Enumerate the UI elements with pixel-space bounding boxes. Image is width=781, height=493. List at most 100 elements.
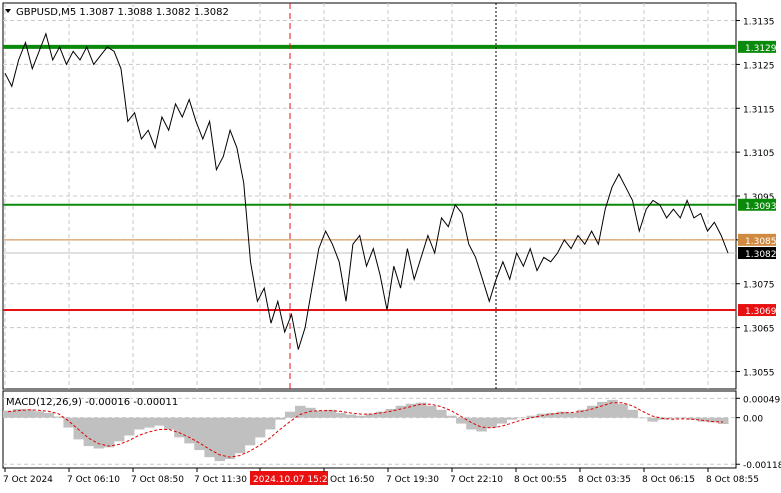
level-badge-label: 1.3093: [745, 202, 777, 212]
macd-label: MACD(12,26,9) -0.00016 -0.00011: [6, 397, 178, 408]
level-badge-1.3093: [738, 198, 776, 211]
macd-bar: [556, 411, 568, 418]
macd-bar: [335, 412, 346, 418]
level-badge-1.3069: [738, 304, 776, 317]
time-label: 7 Oct 06:10: [67, 475, 120, 485]
price-tick-label: 1.3125: [743, 61, 775, 71]
macd-bar: [587, 405, 598, 418]
price-axis: 1.3135 1.3125 1.3115 1.3105 1.3095 1.3085 1.30…: [736, 18, 775, 378]
macd-bar: [254, 417, 266, 438]
macd-bar: [295, 405, 306, 418]
macd-bar: [164, 417, 175, 430]
price-tick-label: 1.3075: [743, 281, 775, 291]
macd-bar: [577, 409, 588, 418]
macd-bar: [214, 417, 226, 462]
macd-bar: [707, 417, 719, 423]
macd-bar: [627, 409, 638, 418]
price-pane[interactable]: GBPUSD,M5 1.3087 1.3088 1.3082 1.3082: [2, 2, 737, 468]
level-badge-1.3082: [738, 247, 776, 260]
price-tick-label: 1.3065: [743, 325, 775, 335]
macd-tick-label: -0.00118: [743, 461, 781, 471]
macd-bar: [425, 405, 437, 418]
macd-bar: [103, 417, 115, 448]
macd-bar: [637, 417, 648, 419]
macd-bar: [154, 417, 165, 426]
macd-bar: [466, 417, 477, 430]
level-badge-label: 1.3082: [745, 250, 777, 260]
level-badge-1.3129: [738, 40, 776, 53]
macd-bar: [677, 417, 689, 419]
time-label: 8 Oct 06:15: [642, 475, 695, 485]
price-tick-label: 1.3105: [743, 149, 775, 159]
macd-bar: [446, 415, 457, 418]
macd-bar: [546, 412, 558, 418]
macd-bar: [566, 412, 578, 418]
time-label: 8 Oct 00:55: [514, 475, 567, 485]
macd-bar: [496, 417, 507, 424]
level-badge-label: 1.3069: [745, 307, 777, 317]
macd-bar: [53, 416, 64, 418]
time-label: 7 Oct 08:50: [131, 475, 184, 485]
macd-tick-label: 0.00049: [743, 395, 780, 405]
price-tick-label: 1.3095: [743, 193, 775, 203]
macd-bar: [456, 417, 467, 424]
time-label: 8 Oct 03:35: [578, 475, 631, 485]
macd-bar: [184, 417, 195, 444]
macd-bar: [305, 407, 316, 418]
level-badge-label: 1.3129: [745, 44, 777, 54]
macd-bar: [647, 417, 658, 422]
macd-bar: [244, 417, 256, 446]
macd-bar: [73, 417, 85, 440]
macd-bar: [526, 415, 538, 418]
level-badge-label: 1.3085: [745, 237, 777, 247]
time-label: 7 Oct 11:30: [194, 475, 247, 485]
macd-bar: [617, 403, 628, 418]
macd-histogram: [3, 399, 729, 462]
macd-bar: [717, 417, 729, 424]
macd-bar: [436, 409, 447, 418]
macd-bar: [325, 409, 336, 418]
macd-bar: [345, 414, 356, 418]
macd-bar: [486, 417, 497, 428]
macd-bar: [174, 417, 185, 438]
time-label: Oct 16:50: [330, 475, 375, 485]
level-badge-1.3085: [738, 233, 776, 246]
dropdown-triangle-icon[interactable]: [5, 9, 11, 13]
macd-bar: [506, 417, 518, 420]
macd-bar: [375, 411, 387, 418]
macd-bar: [385, 409, 397, 418]
macd-bar: [23, 409, 34, 418]
macd-bar: [133, 417, 145, 430]
symbol-header: GBPUSD,M5 1.3087 1.3088 1.3082 1.3082: [16, 7, 229, 18]
macd-bar: [476, 417, 487, 432]
macd-bar: [607, 399, 618, 418]
macd-bar: [3, 410, 14, 418]
macd-bar: [63, 417, 74, 428]
time-label: 7 Oct 22:10: [450, 475, 503, 485]
time-label: 7 Oct 19:30: [386, 475, 439, 485]
macd-bar: [355, 415, 366, 418]
macd-bar: [274, 417, 286, 420]
macd-bar: [123, 417, 135, 436]
macd-bar: [405, 403, 417, 418]
macd-bar: [93, 417, 105, 449]
macd-pane[interactable]: MACD(12,26,9) -0.00016 -0.00011: [2, 390, 737, 469]
time-label-highlighted: 2024.10.07 15:25: [253, 475, 333, 485]
macd-bar: [234, 417, 246, 454]
macd-bar: [687, 417, 699, 420]
macd-bar: [144, 417, 155, 428]
macd-bar: [697, 417, 709, 422]
time-highlight-badge: [250, 471, 328, 485]
macd-bar: [597, 401, 608, 418]
macd-bar: [284, 411, 296, 418]
time-label: 7 Oct 2024: [3, 475, 53, 485]
macd-bar: [264, 417, 276, 430]
macd-bar: [83, 417, 95, 447]
price-tick-label: 1.3055: [743, 368, 775, 378]
price-tick-label: 1.3135: [743, 18, 775, 28]
macd-bar: [395, 405, 407, 418]
price-tick-label: 1.3115: [743, 105, 775, 115]
time-axis: 7 Oct 2024 7 Oct 06:10 7 Oct 08:50 7 Oct 11…: [3, 468, 759, 485]
